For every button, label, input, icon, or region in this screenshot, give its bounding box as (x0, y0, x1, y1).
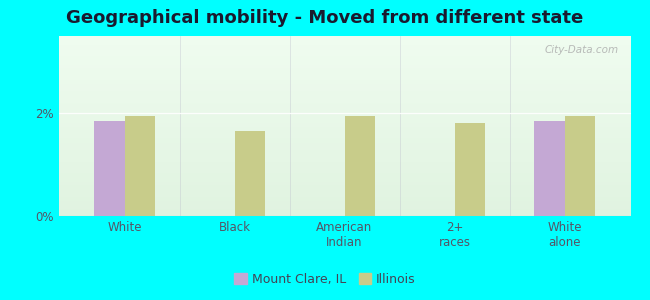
Bar (235, 131, 265, 216)
Text: Geographical mobility - Moved from different state: Geographical mobility - Moved from diffe… (66, 9, 584, 27)
Bar (94, 121, 125, 216)
Text: City-Data.com: City-Data.com (545, 45, 619, 55)
Bar (454, 123, 486, 216)
Bar (344, 116, 375, 216)
Legend: Mount Clare, IL, Illinois: Mount Clare, IL, Illinois (229, 268, 421, 291)
Bar (564, 116, 595, 216)
Bar (125, 116, 155, 216)
Bar (534, 121, 564, 216)
